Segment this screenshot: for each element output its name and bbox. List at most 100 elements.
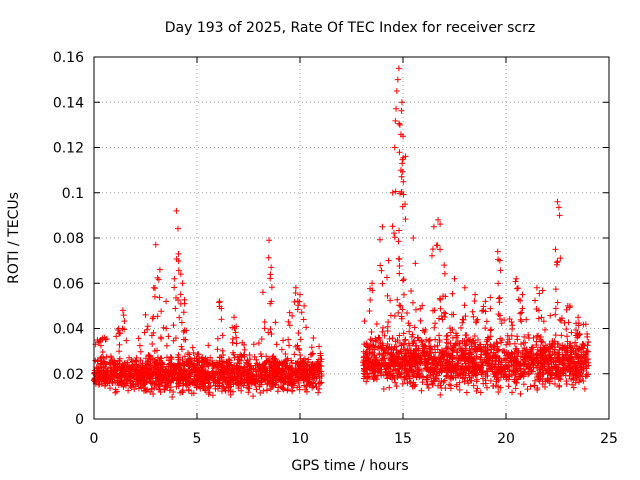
data-point [156,266,163,273]
data-point [462,313,469,320]
data-point [361,318,368,325]
data-point [179,357,186,364]
data-point [368,360,375,367]
data-point [220,363,227,370]
data-point [202,379,209,386]
data-point [130,381,137,388]
data-point [197,368,204,375]
data-point [231,314,238,321]
data-point [230,388,237,395]
data-point [534,384,541,391]
data-point [178,346,185,353]
data-point [585,339,592,346]
data-point [404,309,411,316]
data-point [564,352,571,359]
data-point [518,309,525,316]
data-point [560,364,567,371]
data-point [181,374,188,381]
data-point [520,339,527,346]
data-point [152,362,159,369]
data-point [232,329,239,336]
data-point [144,366,151,373]
data-point [234,359,241,366]
data-point [377,339,384,346]
data-point [278,346,285,353]
y-tick-label: 0.06 [53,276,84,292]
data-point [100,367,107,374]
data-point [504,366,511,373]
data-point [229,375,236,382]
data-point [549,369,556,376]
data-point [256,383,263,390]
data-point [583,348,590,355]
data-point [495,346,502,353]
data-point [495,280,502,287]
data-point [542,326,549,333]
data-point [396,149,403,156]
data-point [496,257,503,264]
data-point [536,378,543,385]
data-point [398,107,405,114]
data-point [379,328,386,335]
data-point [434,362,441,369]
data-point [315,389,322,396]
data-point [506,316,513,323]
data-point [571,359,578,366]
data-point [205,370,212,377]
data-point [267,325,274,332]
data-point [397,373,404,380]
data-point [96,365,103,372]
data-point [448,352,455,359]
data-point [473,387,480,394]
data-point [398,173,405,180]
data-point [474,385,481,392]
data-point [533,333,540,340]
data-point [402,153,409,160]
data-point [582,321,589,328]
data-point [441,377,448,384]
data-point [554,198,561,205]
data-point [109,357,116,364]
data-point [524,386,531,393]
data-point [552,365,559,372]
data-point [237,378,244,385]
data-point [461,378,468,385]
data-point [191,365,198,372]
data-point [578,360,585,367]
data-point [520,354,527,361]
y-tick-label: 0.02 [53,367,84,383]
data-point [426,357,433,364]
data-point [419,302,426,309]
data-point [570,376,577,383]
data-point [163,298,170,305]
data-point [275,373,282,380]
data-point [468,377,475,384]
data-point [555,340,562,347]
data-point [409,331,416,338]
data-point [150,390,157,397]
data-point [303,324,310,331]
data-point [399,306,406,313]
data-point [273,341,280,348]
data-point [218,305,225,312]
data-point [316,343,323,350]
data-point [169,375,176,382]
data-point [233,340,240,347]
data-point [572,326,579,333]
x-axis-label: GPS time / hours [291,458,408,474]
data-point [456,345,463,352]
data-point [315,356,322,363]
data-point [265,329,272,336]
data-point [103,335,110,342]
data-point [554,259,561,266]
data-point [286,373,293,380]
data-point [369,280,376,287]
data-point [371,346,378,353]
data-point [245,385,252,392]
data-point [249,371,256,378]
data-point [147,375,154,382]
data-point [411,358,418,365]
data-point [374,365,381,372]
data-point [369,287,376,294]
data-point [402,337,409,344]
